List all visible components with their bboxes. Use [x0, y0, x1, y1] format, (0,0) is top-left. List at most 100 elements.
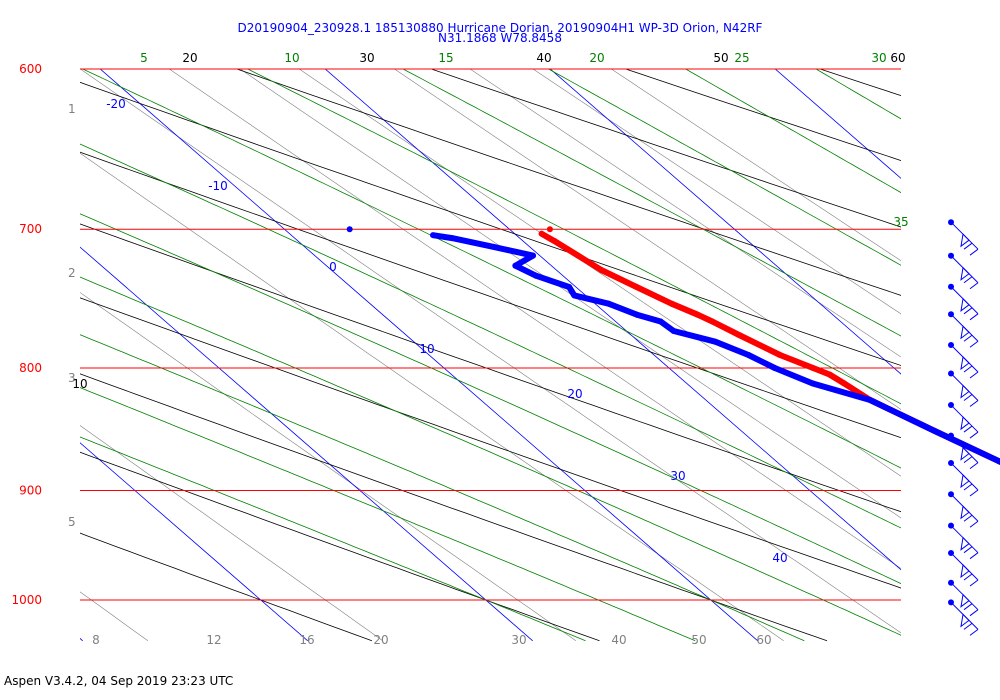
wind-barb-feather — [969, 552, 979, 560]
moist-adiabat-line — [81, 69, 901, 469]
wind-barb — [948, 402, 979, 439]
dry-adiabat-line — [235, 69, 901, 296]
pressure-tick-label: 600 — [19, 62, 42, 76]
wind-barb — [948, 579, 979, 617]
temperature-point — [668, 300, 675, 307]
mixing-ratio-label: 30 — [511, 633, 526, 647]
wind-barb-feather — [963, 514, 973, 522]
mixing-ratio-line — [80, 425, 383, 642]
isotherm-line — [99, 69, 758, 642]
wind-barb-feather — [969, 609, 979, 617]
dry-adiabat-label: 20 — [182, 51, 197, 65]
mixing-ratio-line — [393, 69, 901, 410]
wind-barb-column — [948, 219, 979, 636]
isotherm-line — [80, 442, 308, 642]
temperature-point — [551, 238, 558, 245]
wind-barb-pennant — [960, 416, 970, 431]
wind-barb-feather — [963, 603, 973, 611]
wind-barb-feather — [963, 242, 973, 250]
dry-adiabat-label: 30 — [359, 51, 374, 65]
mixing-ratio-line — [168, 69, 901, 569]
dewpoint-point — [657, 318, 664, 325]
dry-adiabat-label: 10 — [72, 377, 87, 391]
temperature-point — [575, 252, 582, 259]
wind-barb-feather — [969, 248, 979, 256]
wind-barb — [948, 219, 979, 256]
dry-adiabat-line — [80, 223, 901, 513]
isotherm-line — [324, 69, 901, 571]
moist-adiabat-line — [246, 69, 901, 405]
dewpoint-point — [745, 351, 752, 358]
wind-barb-feather — [969, 579, 979, 587]
wind-barb-pennant — [960, 505, 970, 520]
dry-adiabat-label: 60 — [890, 51, 905, 65]
wind-barb-feather — [963, 334, 973, 342]
pressure-tick-label: 700 — [19, 222, 42, 236]
isotherm-line — [80, 637, 83, 642]
wind-barb-feather — [963, 394, 973, 401]
wind-barb-feather — [963, 307, 973, 315]
temperature-point — [810, 365, 817, 372]
isotherm-line — [80, 246, 533, 642]
mixing-ratio-line — [298, 69, 901, 477]
dewpoint-profile-line — [432, 232, 1000, 465]
pressure-tick-label: 1000 — [11, 593, 42, 607]
isotherm-label: 10 — [419, 342, 434, 356]
dewpoint-point — [571, 292, 578, 299]
mixing-ratio-label: 60 — [756, 633, 771, 647]
wind-barb — [948, 432, 979, 470]
moist-adiabat-label: 25 — [734, 51, 749, 65]
wind-barb-pennant — [960, 297, 970, 312]
mixing-ratio-line — [80, 292, 577, 642]
moist-adiabat-label: 10 — [284, 51, 299, 65]
wind-barb-feather — [963, 483, 973, 491]
wind-barb-pennant — [960, 563, 970, 579]
moist-adiabat-label: 15 — [438, 51, 453, 65]
isotherm-label: -20 — [106, 97, 126, 111]
dewpoint-point — [995, 458, 1000, 465]
mixing-ratio-line — [80, 152, 784, 642]
dewpoint-point — [633, 311, 640, 318]
wind-barb-pennant — [960, 355, 970, 371]
wind-barb-feather — [969, 431, 979, 439]
dry-adiabat-line — [80, 151, 901, 439]
wind-barb-feather — [963, 276, 973, 284]
dry-adiabat-line — [80, 373, 828, 642]
temperature-point — [538, 230, 545, 237]
isotherm-label: 20 — [567, 387, 582, 401]
dewpoint-point — [712, 338, 719, 345]
dry-adiabat-lines — [80, 69, 901, 642]
dewpoint-point — [429, 232, 436, 239]
isotherm-line — [980, 52, 1000, 641]
altitude-tick-label: 5 — [68, 515, 76, 529]
dewpoint-top-marker — [346, 226, 353, 233]
wind-barb — [948, 460, 979, 497]
pressure-tick-label: 800 — [19, 361, 42, 375]
wind-barb-pennant — [960, 613, 970, 628]
moist-adiabat-line — [80, 436, 586, 642]
temperature-profile-line — [540, 231, 1000, 465]
dewpoint-point — [512, 262, 519, 269]
dewpoint-point — [932, 428, 939, 435]
moist-adiabat-line — [80, 213, 901, 585]
dewpoint-point — [605, 300, 612, 307]
dry-adiabat-line — [430, 69, 901, 228]
wind-barb — [948, 491, 979, 528]
mixing-ratio-label: 16 — [299, 633, 314, 647]
wind-barb — [948, 522, 979, 560]
dewpoint-point — [530, 252, 537, 259]
wind-barb — [948, 283, 979, 321]
isotherm-line — [549, 69, 901, 375]
moist-adiabat-line — [815, 69, 901, 120]
temperature-top-marker — [546, 226, 553, 233]
dewpoint-point — [809, 380, 816, 387]
moist-adiabat-line — [684, 69, 901, 194]
wind-barb — [948, 370, 979, 407]
wind-barb-feather — [963, 365, 973, 373]
chart-title-line-2: N31.1868 W78.8458 — [438, 31, 562, 45]
isotherm-label: 0 — [329, 260, 337, 274]
wind-barb-pennant — [960, 473, 970, 489]
temperature-point — [826, 371, 833, 378]
wind-barb-pennant — [960, 593, 970, 608]
moist-adiabat-line — [80, 334, 805, 642]
